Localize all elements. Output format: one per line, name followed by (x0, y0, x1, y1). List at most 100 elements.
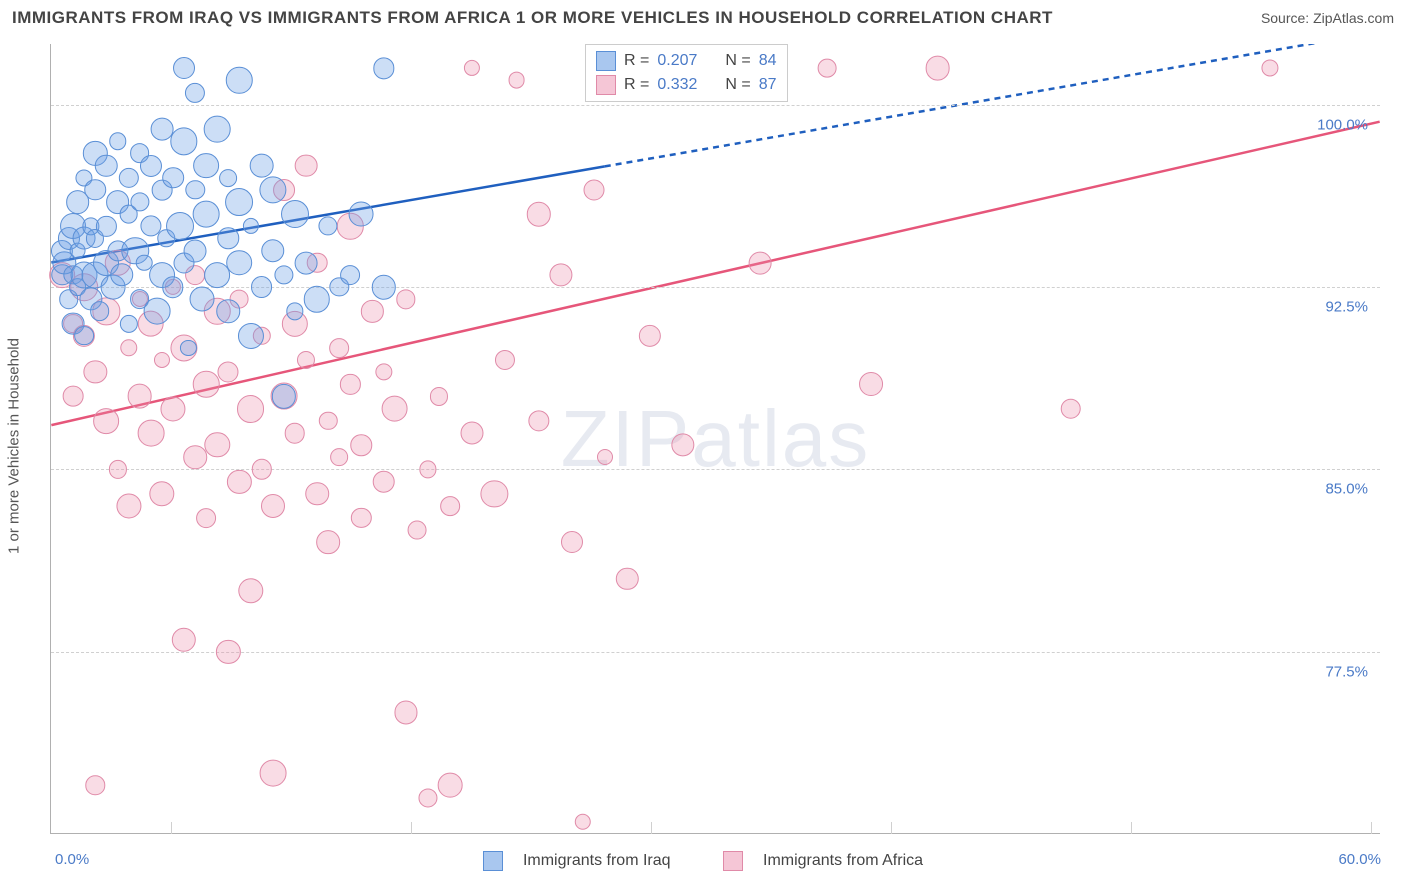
scatter-point-iraq (74, 326, 94, 346)
scatter-point-africa (216, 640, 240, 664)
scatter-point-iraq (226, 67, 252, 93)
scatter-point-africa (149, 481, 174, 506)
gridline-h (51, 469, 1380, 470)
x-tick-max: 60.0% (1338, 851, 1381, 868)
scatter-point-iraq (219, 169, 237, 187)
scatter-point-africa (418, 788, 437, 807)
scatter-point-africa (160, 396, 185, 421)
scatter-point-iraq (218, 228, 239, 249)
scatter-point-africa (396, 290, 415, 309)
scatter-point-iraq (274, 265, 293, 284)
scatter-point-africa (575, 814, 591, 830)
scatter-point-africa (340, 374, 360, 394)
scatter-point-africa (329, 338, 349, 358)
scatter-point-africa (305, 482, 329, 506)
scatter-point-africa (561, 531, 583, 553)
scatter-point-iraq (184, 239, 207, 262)
scatter-point-iraq (371, 275, 395, 299)
scatter-point-iraq (144, 298, 171, 325)
scatter-point-iraq (349, 202, 374, 227)
scatter-point-iraq (340, 265, 360, 285)
scatter-point-iraq (109, 132, 127, 150)
tick-v (651, 822, 652, 834)
scatter-point-iraq (85, 179, 107, 201)
scatter-point-iraq (185, 83, 205, 103)
scatter-point-iraq (225, 188, 253, 216)
gridline-h (51, 105, 1380, 106)
tick-v (411, 822, 412, 834)
scatter-point-africa (120, 339, 137, 356)
scatter-point-africa (584, 179, 605, 200)
scatter-point-iraq (261, 239, 284, 262)
scatter-point-africa (295, 154, 318, 177)
scatter-point-africa (94, 408, 120, 434)
scatter-point-africa (154, 352, 170, 368)
scatter-point-africa (671, 433, 694, 456)
y-tick-label: 92.5% (1325, 299, 1368, 316)
y-axis-label: 1 or more Vehicles in Household (6, 338, 23, 554)
scatter-point-africa (407, 521, 426, 540)
legend-swatch-africa-icon (723, 851, 743, 871)
scatter-point-iraq (95, 154, 118, 177)
scatter-point-africa (1262, 60, 1279, 77)
scatter-point-iraq (227, 250, 253, 276)
scatter-point-iraq (319, 217, 338, 236)
scatter-point-iraq (185, 180, 204, 199)
scatter-point-iraq (119, 314, 137, 332)
scatter-point-iraq (162, 167, 184, 189)
y-tick-label: 85.0% (1325, 481, 1368, 498)
scatter-point-africa (375, 364, 392, 381)
scatter-point-africa (351, 434, 372, 455)
scatter-point-africa (817, 59, 836, 78)
scatter-point-iraq (193, 201, 220, 228)
chart-container: IMMIGRANTS FROM IRAQ VS IMMIGRANTS FROM … (0, 0, 1406, 892)
scatter-point-iraq (140, 155, 162, 177)
legend-swatch-iraq (596, 51, 616, 71)
scatter-point-iraq (110, 263, 134, 287)
scatter-point-africa (259, 760, 286, 787)
legend-item-africa: Immigrants from Africa (711, 851, 935, 871)
watermark: ZIPatlas (561, 393, 870, 485)
scatter-point-africa (461, 421, 484, 444)
plot-area: ZIPatlas 77.5%85.0%92.5%100.0% (50, 44, 1380, 834)
tick-v (171, 822, 172, 834)
scatter-point-africa (495, 350, 515, 370)
scatter-point-africa (172, 627, 196, 651)
scatter-point-iraq (251, 276, 273, 298)
scatter-point-africa (616, 568, 638, 590)
y-tick-label: 100.0% (1317, 116, 1368, 133)
scatter-point-africa (430, 387, 448, 405)
scatter-point-africa (196, 508, 216, 528)
tick-v (891, 822, 892, 834)
chart-title: IMMIGRANTS FROM IRAQ VS IMMIGRANTS FROM … (12, 8, 1053, 28)
scatter-point-africa (438, 773, 463, 798)
scatter-point-africa (749, 251, 772, 274)
legend-swatch-iraq-icon (483, 851, 503, 871)
scatter-point-iraq (166, 212, 194, 240)
scatter-point-africa (227, 469, 251, 493)
scatter-point-iraq (237, 323, 263, 349)
scatter-point-africa (481, 480, 508, 507)
legend-row-africa: R = 0.332 N = 87 (596, 73, 777, 97)
source-attribution: Source: ZipAtlas.com (1261, 10, 1394, 26)
scatter-point-africa (193, 371, 220, 398)
scatter-point-iraq (170, 128, 197, 155)
scatter-point-africa (261, 494, 285, 518)
scatter-point-iraq (242, 218, 258, 234)
scatter-point-iraq (249, 153, 274, 178)
scatter-point-africa (238, 578, 263, 603)
scatter-point-iraq (281, 200, 309, 228)
scatter-point-africa (925, 56, 950, 81)
tick-v (1371, 822, 1372, 834)
scatter-point-iraq (204, 116, 231, 143)
scatter-point-africa (183, 445, 207, 469)
scatter-point-africa (330, 448, 348, 466)
title-bar: IMMIGRANTS FROM IRAQ VS IMMIGRANTS FROM … (12, 8, 1394, 28)
scatter-point-iraq (304, 286, 330, 312)
scatter-point-africa (116, 493, 141, 518)
scatter-point-iraq (189, 287, 214, 312)
scatter-point-africa (108, 460, 126, 478)
scatter-point-iraq (373, 58, 394, 79)
scatter-point-africa (316, 530, 340, 554)
scatter-point-africa (361, 300, 383, 322)
